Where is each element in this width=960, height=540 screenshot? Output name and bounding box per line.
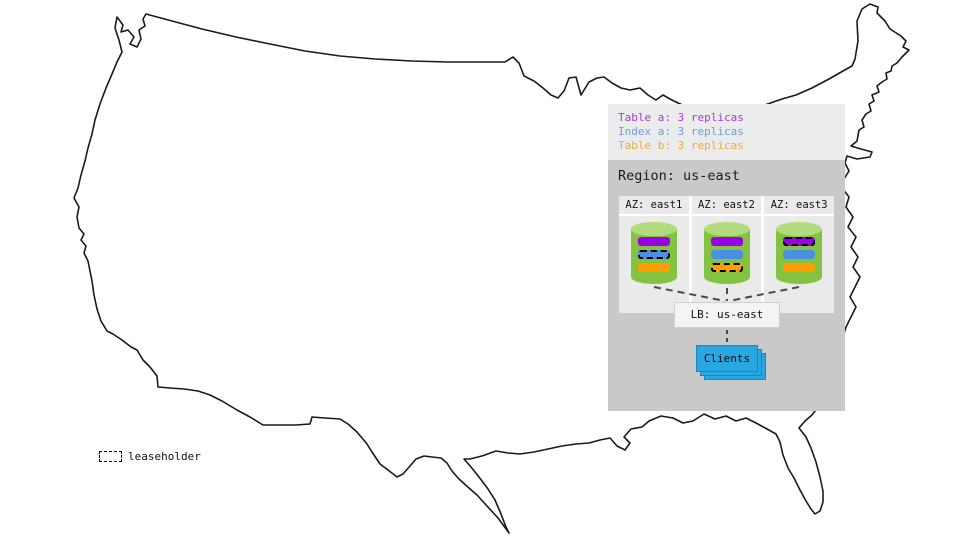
replica-bar-table-a: [710, 237, 743, 246]
database-cylinder-icon: [703, 222, 750, 284]
leaseholder-key-label: leaseholder: [128, 450, 201, 463]
az-east2: AZ: east2: [691, 196, 762, 313]
az-east1: AZ: east1: [619, 196, 689, 313]
az-east1-label: AZ: east1: [619, 196, 689, 216]
legend-item-table-b: Table b: 3 replicas: [618, 139, 744, 152]
leaseholder-swatch-icon: [99, 451, 122, 462]
az-east3: AZ: east3: [764, 196, 835, 313]
replica-bar-table-a: [637, 237, 670, 246]
replica-bar-index-a: [710, 250, 743, 259]
leaseholder-key: leaseholder: [99, 450, 201, 463]
load-balancer-box: LB: us-east: [674, 302, 780, 328]
legend-item-index-a: Index a: 3 replicas: [618, 125, 744, 138]
replica-bar-table-a: [783, 237, 816, 246]
replica-bar-table-b: [637, 263, 670, 272]
az-row: AZ: east1 AZ: east2: [619, 196, 835, 313]
clients-box: Clients: [696, 345, 758, 372]
az-east2-label: AZ: east2: [691, 196, 762, 216]
legend-item-table-a: Table a: 3 replicas: [618, 111, 744, 124]
replica-bar-index-a: [783, 250, 816, 259]
region-title: Region: us-east: [618, 168, 740, 184]
region-diagram-panel: Table a: 3 replicas Index a: 3 replicas …: [608, 104, 845, 411]
replica-legend: Table a: 3 replicas Index a: 3 replicas …: [608, 104, 845, 160]
replica-bar-table-b: [710, 263, 743, 272]
database-cylinder-icon: [776, 222, 823, 284]
replica-bar-index-a: [637, 250, 670, 259]
replica-bar-table-b: [783, 263, 816, 272]
database-cylinder-icon: [630, 222, 677, 284]
region-box: Region: us-east AZ: east1 AZ: east2: [608, 160, 845, 411]
az-east3-label: AZ: east3: [764, 196, 835, 216]
